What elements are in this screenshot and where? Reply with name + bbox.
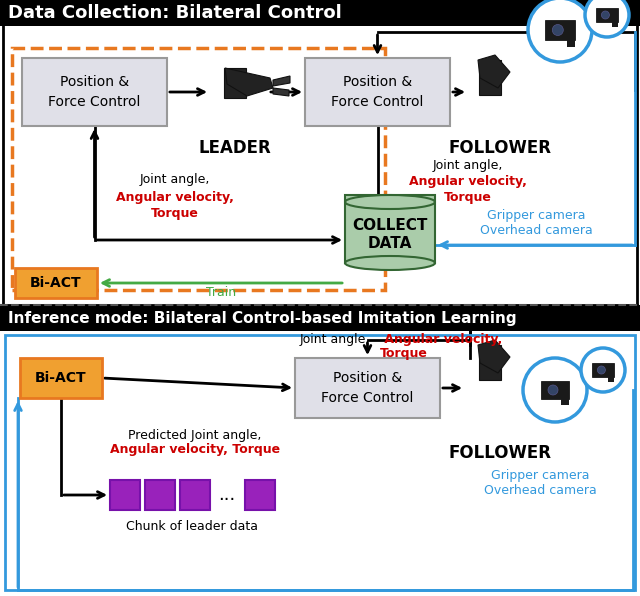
Circle shape <box>523 358 587 422</box>
Circle shape <box>552 24 563 36</box>
Bar <box>345 195 435 263</box>
Text: Angular velocity,: Angular velocity, <box>116 191 234 203</box>
Polygon shape <box>478 55 510 88</box>
Text: Position &: Position & <box>333 371 402 385</box>
Ellipse shape <box>345 195 435 209</box>
Text: Angular velocity,: Angular velocity, <box>380 334 502 346</box>
Bar <box>20 358 102 398</box>
Bar <box>305 58 450 126</box>
Bar <box>22 58 167 126</box>
Bar <box>0 0 640 26</box>
Text: Train: Train <box>206 285 236 299</box>
Text: Gripper camera: Gripper camera <box>491 468 589 482</box>
Polygon shape <box>273 76 290 86</box>
Text: Torque: Torque <box>151 206 199 219</box>
Bar <box>15 268 97 298</box>
Text: Overhead camera: Overhead camera <box>479 224 593 237</box>
Bar <box>561 398 569 405</box>
Text: Overhead camera: Overhead camera <box>484 483 596 496</box>
Bar <box>596 8 618 22</box>
Text: Predicted Joint angle,: Predicted Joint angle, <box>128 429 262 442</box>
Circle shape <box>581 348 625 392</box>
Text: Force Control: Force Control <box>332 95 424 109</box>
Circle shape <box>528 0 592 62</box>
Bar <box>479 345 501 380</box>
Bar <box>145 480 175 510</box>
Bar <box>295 358 440 418</box>
Bar <box>566 39 575 46</box>
Bar <box>5 335 635 590</box>
Bar <box>479 60 501 95</box>
Text: Force Control: Force Control <box>48 95 141 109</box>
Bar <box>110 480 140 510</box>
Circle shape <box>548 385 558 395</box>
Text: Data Collection: Bilateral Control: Data Collection: Bilateral Control <box>8 4 342 22</box>
Circle shape <box>597 366 605 374</box>
Text: Angular velocity,: Angular velocity, <box>409 175 527 188</box>
Text: Gripper camera: Gripper camera <box>487 209 585 222</box>
Circle shape <box>602 11 609 19</box>
Bar <box>12 48 385 290</box>
Text: DATA: DATA <box>368 235 412 250</box>
Polygon shape <box>273 88 289 96</box>
Text: ...: ... <box>218 486 236 504</box>
Ellipse shape <box>345 256 435 270</box>
Bar <box>0 305 640 331</box>
Circle shape <box>585 0 629 37</box>
Text: Torque: Torque <box>444 191 492 204</box>
Bar <box>608 377 614 382</box>
Text: Position &: Position & <box>343 75 412 89</box>
Text: Torque: Torque <box>380 346 428 359</box>
Text: Bi-ACT: Bi-ACT <box>30 276 82 290</box>
Text: Force Control: Force Control <box>321 391 413 405</box>
Text: FOLLOWER: FOLLOWER <box>449 139 552 157</box>
Bar <box>0 26 640 305</box>
Bar <box>0 331 640 596</box>
Text: Chunk of leader data: Chunk of leader data <box>126 520 258 532</box>
Bar <box>592 363 614 377</box>
Bar <box>245 480 275 510</box>
Bar <box>224 68 246 98</box>
Text: COLLECT: COLLECT <box>352 218 428 232</box>
Text: FOLLOWER: FOLLOWER <box>449 444 552 462</box>
Polygon shape <box>478 340 510 373</box>
Text: Inference mode: Bilateral Control-based Imitation Learning: Inference mode: Bilateral Control-based … <box>8 311 516 325</box>
Polygon shape <box>225 68 273 96</box>
Text: Joint angle,: Joint angle, <box>433 159 503 172</box>
Text: Bi-ACT: Bi-ACT <box>35 371 87 385</box>
Text: Joint angle,: Joint angle, <box>300 334 371 346</box>
Text: Position &: Position & <box>60 75 129 89</box>
Bar <box>180 480 210 510</box>
Bar <box>612 21 618 27</box>
Text: LEADER: LEADER <box>198 139 271 157</box>
Text: Angular velocity, Torque: Angular velocity, Torque <box>110 443 280 457</box>
Text: Joint angle,: Joint angle, <box>140 173 210 187</box>
Bar <box>545 20 575 40</box>
Bar <box>541 381 569 399</box>
